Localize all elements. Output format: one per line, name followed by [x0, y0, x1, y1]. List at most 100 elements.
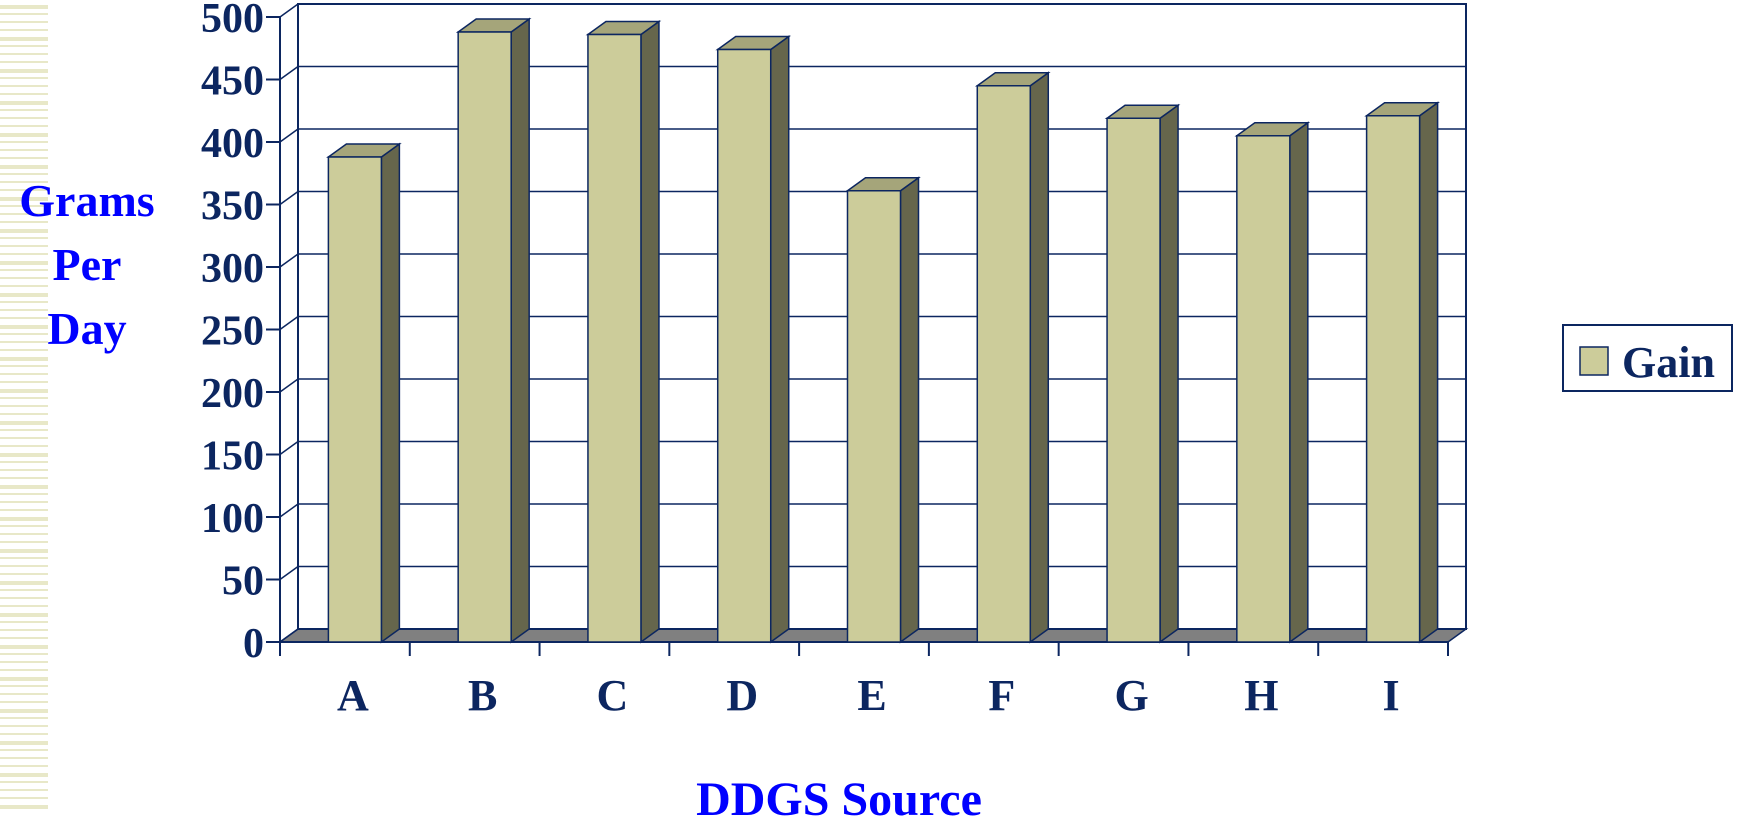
decorative-stripe [0, 541, 48, 543]
side-wall-tick [279, 65, 299, 81]
decorative-stripe [0, 269, 48, 271]
bar [1234, 121, 1311, 644]
decorative-stripe [0, 101, 48, 105]
bar [1364, 101, 1440, 644]
bar [585, 20, 662, 644]
bar [715, 35, 792, 644]
decorative-stripe [0, 765, 48, 767]
decorative-stripe [0, 357, 48, 361]
y-tick-label: 500 [201, 0, 264, 42]
decorative-stripe [0, 533, 48, 535]
decorative-stripe [0, 165, 48, 169]
y-tick-label: 100 [201, 496, 264, 542]
decorative-stripe [0, 221, 48, 223]
decorative-stripe [0, 229, 48, 233]
bar-front [976, 85, 1032, 643]
decorative-stripe [0, 53, 48, 55]
decorative-stripe [0, 701, 48, 703]
decorative-stripe [0, 237, 48, 239]
decorative-stripe [0, 125, 48, 127]
decorative-stripe [0, 645, 48, 649]
decorative-stripe [0, 717, 48, 719]
bar-side [1289, 121, 1309, 644]
x-tick-label: B [468, 671, 497, 720]
decorative-stripes [0, 5, 48, 809]
decorative-stripe [0, 325, 48, 329]
decorative-stripe [0, 661, 48, 663]
decorative-stripe [0, 605, 48, 607]
side-wall-tick [279, 253, 299, 268]
legend: Gain [1562, 324, 1733, 392]
side-wall-tick [279, 440, 299, 456]
y-axis-title-line-3: Day [47, 303, 126, 354]
decorative-stripe [0, 741, 48, 745]
decorative-stripe [0, 117, 48, 119]
decorative-stripe [0, 317, 48, 319]
decorative-stripe [0, 157, 48, 159]
decorative-stripe [0, 517, 48, 521]
y-tick-label: 0 [243, 621, 264, 667]
bar [326, 142, 402, 644]
decorative-stripe [0, 285, 48, 287]
decorative-stripe [0, 565, 48, 567]
decorative-stripe [0, 413, 48, 415]
decorative-stripe [0, 709, 48, 713]
bar-side [769, 35, 790, 644]
side-wall-tick [279, 128, 299, 143]
decorative-stripe [0, 37, 48, 41]
y-axis-title-line-1: Grams [19, 175, 154, 226]
decorative-stripe [0, 389, 48, 393]
decorative-stripe [0, 461, 48, 463]
decorative-stripe [0, 789, 48, 791]
y-tick-label: 450 [201, 59, 264, 105]
y-tick-label: 350 [201, 184, 264, 230]
decorative-stripe [0, 349, 48, 351]
decorative-stripe [0, 781, 48, 783]
decorative-stripe [0, 77, 48, 79]
decorative-stripe [0, 213, 48, 215]
bar-front [716, 48, 772, 643]
decorative-stripe [0, 13, 48, 15]
y-tick-labels: 0 50 100 150 200 250 300 350 400 450 500 [201, 0, 264, 667]
decorative-stripe [0, 773, 48, 777]
decorative-stripe [0, 573, 48, 575]
decorative-stripe [0, 333, 48, 335]
decorative-stripe [0, 181, 48, 183]
decorative-stripe [0, 685, 48, 687]
decorative-stripe [0, 293, 48, 297]
x-tick-label: D [726, 671, 758, 720]
decorative-stripe [0, 277, 48, 279]
side-wall-tick [279, 378, 299, 393]
y-tick-label: 50 [222, 559, 264, 605]
decorative-stripe [0, 677, 48, 681]
decorative-stripe [0, 301, 48, 303]
decorative-stripe [0, 509, 48, 511]
x-axis-title: DDGS Source [696, 773, 982, 818]
bars [326, 17, 1440, 644]
y-tick-label: 150 [201, 434, 264, 480]
y-tick-label: 300 [201, 246, 264, 292]
side-wall-tick [279, 628, 299, 643]
decorative-stripe [0, 621, 48, 623]
decorative-stripe [0, 173, 48, 175]
decorative-stripe [0, 485, 48, 489]
decorative-stripe [0, 501, 48, 503]
decorative-stripe [0, 5, 48, 9]
decorative-stripe [0, 365, 48, 367]
x-tick-label: I [1383, 671, 1400, 720]
decorative-stripe [0, 597, 48, 599]
x-tick-labels: A B C D E F G H I [337, 671, 1400, 720]
bar [1104, 103, 1181, 644]
x-tick-label: E [857, 671, 886, 720]
decorative-stripe [0, 69, 48, 73]
decorative-stripe [0, 525, 48, 527]
bar-front [846, 190, 902, 643]
decorative-stripe [0, 805, 48, 809]
bar-front [1236, 135, 1291, 643]
decorative-stripe [0, 557, 48, 559]
y-axis-title-line-2: Per [53, 239, 122, 290]
decorative-stripe [0, 797, 48, 799]
bar-side [1029, 71, 1050, 644]
bar-front [327, 156, 383, 643]
